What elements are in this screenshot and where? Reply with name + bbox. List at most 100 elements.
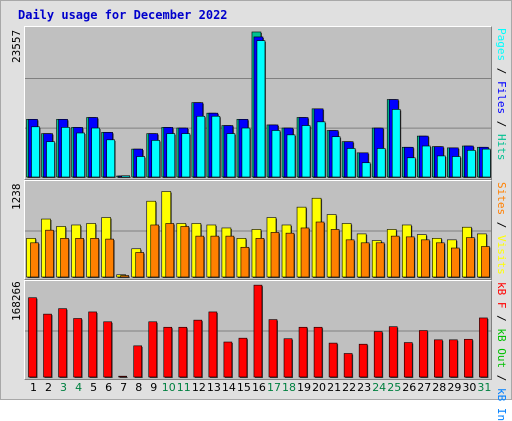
hits-files-pages-panel: [24, 26, 492, 180]
x-axis-day-labels: 1 2 3 4 5 6 7 8 9 10 11 12 13 14 15 16 17 18 19 20 21 22 23 24 2…: [24, 381, 492, 395]
pages-bar-day-13-body: [211, 115, 221, 178]
x-tick-label: 27: [417, 381, 432, 394]
kbf-bar-day-8-body: [133, 345, 143, 378]
kbf-bar-day-10: [163, 326, 173, 378]
x-tick-label: 22: [342, 381, 357, 394]
pages-bar-day-11: [181, 133, 191, 178]
legend-part: /: [495, 61, 508, 81]
pages-bar-day-17: [271, 130, 281, 178]
sites-bar-day-31: [481, 246, 491, 278]
pages-bar-day-18: [286, 134, 297, 178]
x-tick-label: 17: [266, 381, 281, 394]
sites-bar-day-14-body: [225, 235, 235, 278]
x-tick-label: 6: [105, 381, 113, 394]
kbf-bar-day-12: [193, 319, 203, 378]
pages-bar-day-16: [256, 40, 266, 178]
x-tick-label: 3: [60, 381, 68, 394]
sites-bar-day-10: [165, 223, 175, 278]
kbf-bar-day-1-body: [28, 297, 37, 378]
sites-bar-day-5-body: [90, 238, 99, 278]
pages-bar-day-17-body: [271, 130, 281, 178]
sites-bar-day-22-body: [345, 239, 355, 278]
x-tick-label: 7: [120, 381, 128, 394]
pages-bar-day-30: [467, 150, 477, 178]
pages-bar-day-29: [452, 156, 462, 178]
panel2-ymax-label: 1238: [10, 183, 23, 211]
sites-bar-day-17: [270, 232, 280, 278]
kbf-bar-day-7: [118, 375, 128, 378]
x-tick-label: 1: [30, 381, 37, 394]
kbf-bar-day-27: [418, 330, 429, 378]
x-tick-label: 23: [357, 381, 372, 394]
panel2-legend: Sites / Visits: [495, 182, 508, 275]
sites-bar-day-25: [390, 235, 401, 278]
x-tick-label: 4: [75, 381, 83, 394]
pages-bar-day-14: [226, 133, 236, 178]
sites-bar-day-3: [60, 238, 70, 278]
pages-bar-day-11-body: [181, 133, 191, 178]
panel1-legend: Pages / Files / Hits: [495, 28, 508, 161]
kbf-bar-day-15-body: [238, 337, 248, 378]
pages-bar-day-7-shadow: [122, 176, 131, 178]
pages-bar-day-15-body: [241, 127, 251, 178]
kbf-bar-day-6-body: [103, 321, 112, 378]
kbf-bar-day-7-body: [118, 375, 127, 378]
sites-bar-day-21: [330, 229, 341, 278]
panel3-ymax-label: 168266: [10, 281, 23, 321]
sites-bar-day-27: [420, 239, 431, 278]
x-tick-label: 11: [176, 381, 191, 394]
kbf-bar-day-9: [148, 321, 158, 378]
kbf-bar-day-9-body: [148, 321, 158, 378]
x-tick-label: 15: [236, 381, 251, 394]
legend-part: /: [495, 114, 508, 134]
pages-bar-day-6: [106, 139, 116, 178]
kbf-bar-day-30-body: [464, 338, 473, 378]
pages-bar-day-9: [151, 140, 161, 178]
kbf-bar-day-29: [449, 339, 459, 378]
sites-bar-day-4: [75, 238, 85, 278]
sites-bar-day-27-body: [420, 239, 430, 278]
kbf-bar-day-10-body: [163, 326, 173, 378]
sites-bar-day-16-body: [255, 238, 265, 278]
kbf-bar-day-4-body: [73, 318, 82, 378]
pages-bar-day-1: [31, 126, 41, 178]
pages-bar-day-9-body: [151, 140, 161, 178]
legend-part: /: [495, 308, 508, 329]
kbf-bar-day-30: [464, 338, 474, 378]
pages-bar-day-14-body: [226, 133, 236, 178]
pages-bar-day-13: [211, 115, 221, 178]
x-tick-label: 5: [90, 381, 98, 394]
legend-part: Files: [495, 81, 508, 115]
x-tick-label: 21: [327, 381, 342, 394]
x-tick-label: 9: [150, 381, 158, 394]
kbf-bar-day-24: [373, 331, 384, 378]
sites-bar-day-11-body: [180, 226, 190, 278]
kbf-bar-day-17-body: [268, 319, 278, 378]
pages-bar-day-19: [301, 125, 312, 178]
pages-bar-day-28: [437, 155, 447, 178]
sites-bar-day-18: [285, 232, 296, 278]
sites-bar-day-11: [180, 226, 190, 278]
kbf-bar-day-21: [328, 342, 339, 378]
sites-bar-day-9-body: [150, 224, 160, 278]
sites-bar-day-6-body: [105, 238, 114, 278]
x-tick-label: 18: [282, 381, 296, 394]
sites-bar-day-5: [90, 238, 100, 278]
x-tick-label: 26: [402, 381, 417, 394]
kbf-bar-day-26-body: [403, 342, 413, 378]
sites-bar-day-28-body: [436, 242, 445, 278]
kbf-bar-day-26: [403, 342, 414, 378]
pages-bar-day-31: [482, 148, 491, 178]
kbf-bar-day-16: [253, 284, 263, 378]
kbf-bar-day-16-body: [253, 284, 263, 378]
kbf-bar-day-17: [268, 319, 278, 378]
chart-title: Daily usage for December 2022: [18, 8, 228, 22]
kbf-bar-day-3: [58, 308, 68, 378]
sites-bar-day-12-body: [195, 235, 205, 278]
pages-bar-day-31-body: [482, 148, 491, 178]
x-tick-label: 13: [206, 381, 221, 394]
pages-bar-day-28-body: [437, 155, 446, 178]
sites-bar-day-17-body: [270, 232, 280, 278]
sites-bar-day-20: [315, 221, 326, 278]
kbf-bar-day-2: [43, 313, 53, 378]
